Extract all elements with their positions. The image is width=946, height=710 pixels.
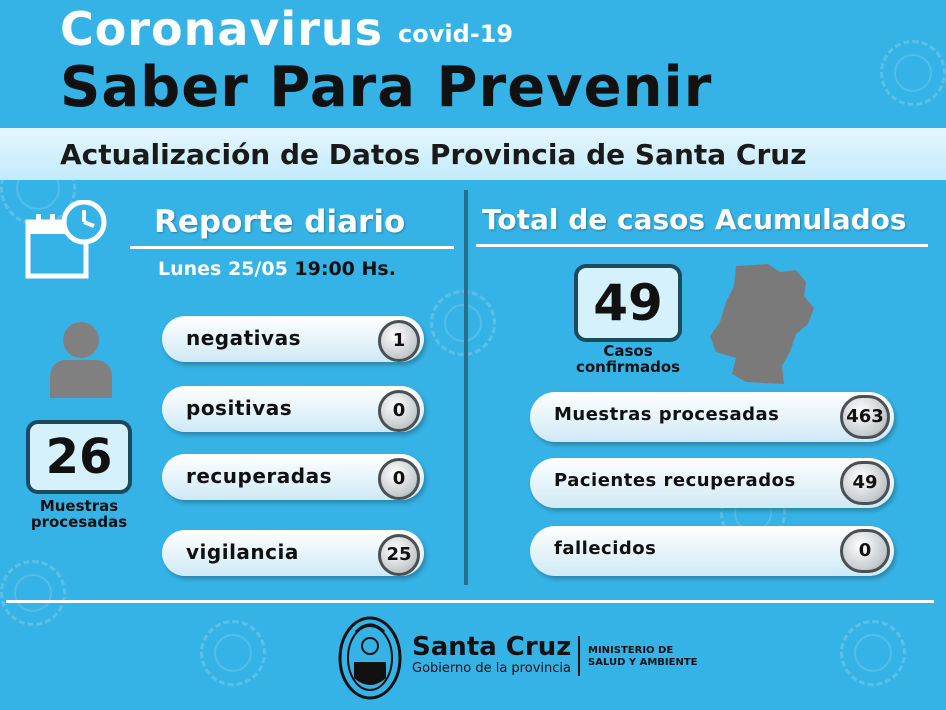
daily-row-recuperadas: recuperadas 0 — [162, 454, 424, 500]
virus-decoration-icon — [840, 620, 906, 686]
confirmed-cases-label-line2: confirmados — [575, 358, 681, 376]
virus-decoration-icon — [430, 290, 496, 356]
footer-province: Santa Cruz — [412, 632, 572, 662]
cumulative-row-muestras: Muestras procesadas 463 — [530, 392, 894, 442]
confirmed-cases-value: 49 — [593, 274, 663, 332]
header-title: Coronavirus — [60, 2, 384, 56]
daily-row-vigilancia: vigilancia 25 — [162, 530, 424, 576]
daily-samples-label-line1: Muestras — [39, 497, 119, 515]
virus-decoration-icon — [200, 620, 266, 686]
report-date-day: Lunes 25/05 — [158, 258, 288, 280]
report-date: Lunes 25/05 19:00 Hs. — [158, 258, 396, 280]
cumulative-row-recuperados: Pacientes recuperados 49 — [530, 458, 894, 508]
daily-row-label: vigilancia — [186, 540, 299, 564]
daily-heading-underline — [130, 246, 454, 249]
daily-samples-value: 26 — [45, 429, 113, 485]
person-icon — [50, 322, 112, 398]
footer-ministry: MINISTERIO DE SALUD Y AMBIENTE — [588, 645, 697, 669]
footer-government: Gobierno de la provincia — [412, 661, 571, 676]
daily-heading: Reporte diario — [154, 204, 406, 240]
daily-row-negativas: negativas 1 — [162, 316, 424, 362]
daily-row-label: negativas — [186, 326, 301, 350]
footer-divider — [6, 600, 934, 603]
cumulative-row-value: 0 — [840, 529, 890, 573]
daily-samples-label-line2: procesadas — [30, 513, 128, 531]
daily-row-positivas: positivas 0 — [162, 386, 424, 432]
cumulative-row-label: Muestras procesadas — [554, 404, 780, 425]
footer-ministry-line2: SALUD Y AMBIENTE — [588, 657, 698, 668]
province-coat-of-arms — [338, 616, 402, 700]
virus-decoration-icon — [880, 40, 946, 106]
cumulative-heading: Total de casos Acumulados — [482, 203, 907, 236]
santa-cruz-map — [710, 264, 814, 384]
daily-row-label: positivas — [186, 396, 293, 420]
header-slogan: Saber Para Prevenir — [60, 55, 713, 120]
cumulative-heading-underline — [476, 244, 928, 247]
daily-row-label: recuperadas — [186, 464, 332, 488]
cumulative-row-fallecidos: fallecidos 0 — [530, 526, 894, 576]
footer-separator — [578, 636, 580, 676]
cumulative-row-label: fallecidos — [554, 538, 657, 559]
cumulative-row-value: 49 — [840, 461, 890, 505]
banner-text: Actualización de Datos Provincia de Sant… — [60, 138, 807, 171]
daily-row-value: 0 — [378, 390, 420, 432]
daily-row-value: 25 — [378, 534, 420, 576]
confirmed-cases-box: 49 — [574, 264, 682, 342]
header-subtitle: covid-19 — [398, 20, 514, 48]
confirmed-cases-label-line1: Casos — [603, 342, 653, 360]
footer-ministry-line1: MINISTERIO DE — [588, 645, 674, 656]
daily-samples-label: Muestras procesadas — [16, 498, 142, 530]
banner: Actualización de Datos Provincia de Sant… — [0, 128, 946, 180]
virus-decoration-icon — [0, 560, 66, 626]
daily-row-value: 1 — [378, 320, 420, 362]
cumulative-row-value: 463 — [840, 395, 890, 439]
confirmed-cases-label: Casos confirmados — [560, 343, 696, 375]
calendar-clock-icon — [25, 200, 107, 279]
cumulative-row-label: Pacientes recuperados — [554, 470, 796, 491]
column-divider — [464, 190, 468, 585]
report-date-time: 19:00 Hs. — [294, 258, 396, 280]
daily-row-value: 0 — [378, 458, 420, 500]
daily-samples-box: 26 — [26, 420, 132, 494]
